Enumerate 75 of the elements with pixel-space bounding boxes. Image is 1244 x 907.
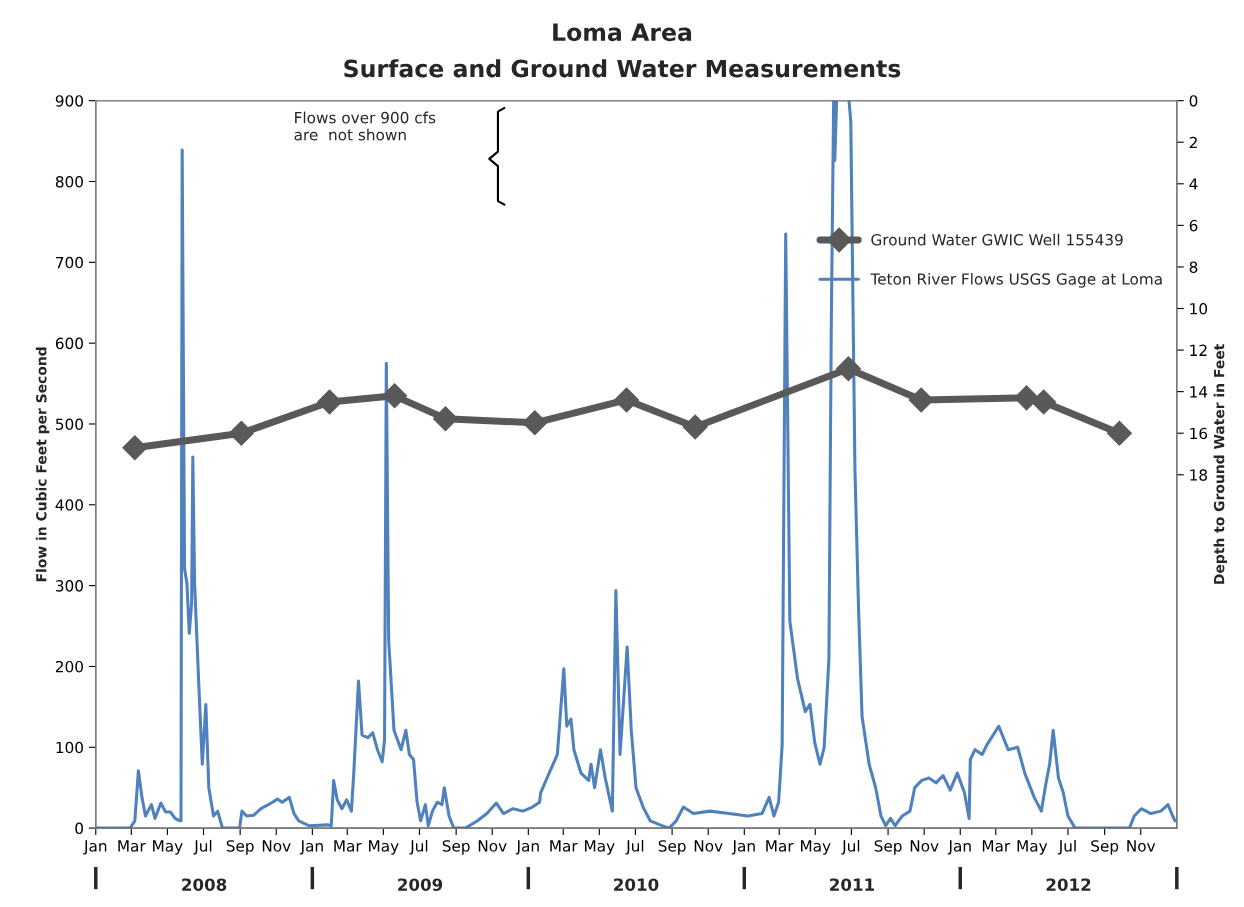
y-tick-label: 100 <box>56 741 83 754</box>
point <box>317 389 342 415</box>
x-tick-label: Mar <box>982 840 1011 852</box>
point <box>228 420 254 446</box>
x-tick-label: Jul <box>193 839 212 855</box>
x-tick-label: Sep <box>1091 840 1119 855</box>
point <box>682 414 708 440</box>
legend-label: Ground Water GWIC Well 155439 <box>871 233 1123 246</box>
x-tick-label: Sep <box>874 840 902 855</box>
x2-tick-label: 2012 <box>1046 878 1091 891</box>
x-tick-label: Mar <box>118 840 146 852</box>
y2-axis-title: Depth to Ground Water in Feet <box>1213 343 1228 584</box>
x-tick-label: Jan <box>299 840 323 855</box>
chart-title: Loma Area <box>553 23 692 42</box>
x-tick-label: Jan <box>731 840 755 855</box>
y2-tick-label: 10 <box>1190 302 1208 315</box>
y2-tick-label: 18 <box>1190 469 1208 481</box>
y-tick-label: 800 <box>55 175 83 188</box>
y-tick-label: 200 <box>55 660 83 673</box>
annotation: Flows over 900 cfs are not shown <box>294 111 436 141</box>
x-tick-label: Jan <box>947 840 971 855</box>
y-tick-label: 900 <box>55 95 83 107</box>
x2-tick-label: 2011 <box>830 878 875 891</box>
point <box>1106 420 1132 446</box>
point <box>433 406 458 432</box>
x-tick-label: May <box>369 840 399 855</box>
y-tick-label: 0 <box>75 822 83 835</box>
x-tick-label: Nov <box>262 840 291 852</box>
point <box>1014 385 1040 411</box>
y2-tick-label: 8 <box>1189 261 1198 273</box>
x-tick-label: May <box>153 840 183 855</box>
x-tick-label: Jul <box>841 839 860 855</box>
y2-tick-label: 0 <box>1189 95 1198 107</box>
x2-tick-label: 2008 <box>182 878 227 891</box>
point <box>522 410 548 436</box>
point <box>908 387 934 413</box>
x-tick-label: Mar <box>334 840 362 852</box>
point <box>835 356 861 382</box>
legend-label: Teton River Flows USGS Gage at Loma <box>870 272 1162 288</box>
y-tick-label: 300 <box>55 580 83 592</box>
x-tick-label: Sep <box>226 840 254 855</box>
y-tick-label: 500 <box>56 418 83 430</box>
x-tick-label: May <box>1017 840 1048 855</box>
point <box>1031 389 1057 415</box>
x-tick-label: Jan <box>515 840 539 855</box>
point <box>122 435 148 461</box>
x-tick-label: May <box>801 840 831 855</box>
y-tick-label: 400 <box>55 499 83 511</box>
x-tick-label: Jul <box>1057 839 1076 855</box>
x-tick-label: Mar <box>766 840 794 852</box>
x-tick-label: Jul <box>625 839 644 855</box>
x-tick-label: Jul <box>409 839 428 855</box>
x-tick-label: Jan <box>83 840 107 855</box>
chart-subtitle: Surface and Ground Water Measurements <box>344 59 901 78</box>
x-tick-label: Mar <box>550 840 578 852</box>
y2-tick-label: 6 <box>1189 219 1198 232</box>
x-tick-label: Nov <box>478 840 507 852</box>
x-tick-label: Nov <box>910 840 939 852</box>
y2-tick-label: 4 <box>1189 178 1198 190</box>
x-tick-label: Nov <box>1127 840 1156 852</box>
y2-tick-label: 2 <box>1189 136 1197 149</box>
y2-tick-label: 16 <box>1190 427 1208 440</box>
point <box>614 387 640 413</box>
y-axis-title: Flow in Cubic Feet per Second <box>35 347 50 582</box>
point <box>382 383 408 409</box>
y2-tick-label: 12 <box>1190 344 1207 356</box>
x-tick-label: May <box>585 840 615 855</box>
x2-tick-label: 2009 <box>398 878 443 891</box>
y-tick-label: 700 <box>56 256 83 269</box>
x2-tick-label: 2010 <box>614 878 659 891</box>
y2-tick-label: 14 <box>1190 386 1208 398</box>
x-tick-label: Sep <box>658 840 686 855</box>
y-tick-label: 600 <box>55 337 83 350</box>
x-tick-label: Sep <box>442 840 470 855</box>
x-tick-label: Nov <box>694 840 723 852</box>
